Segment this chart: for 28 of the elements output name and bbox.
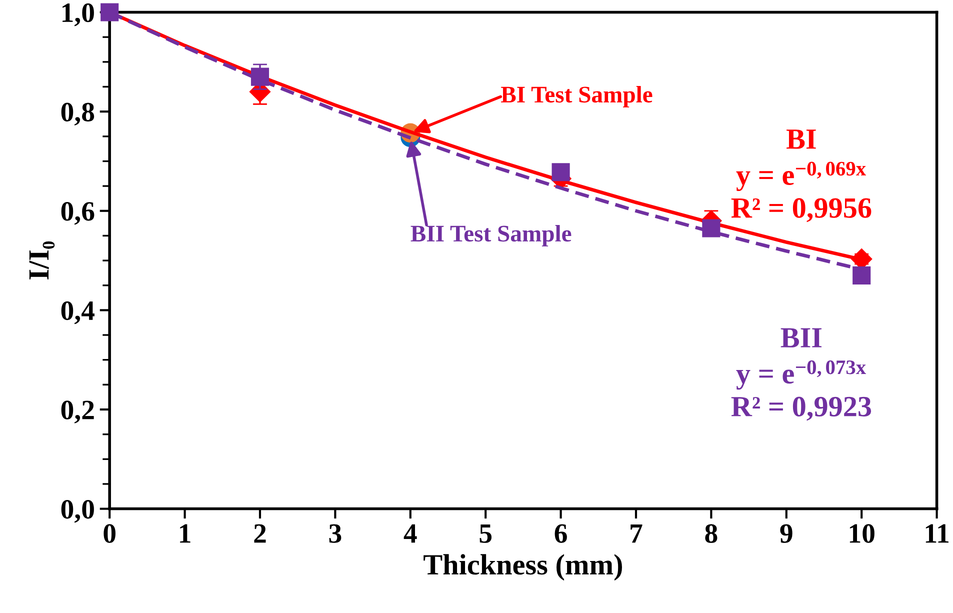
point [702,219,720,238]
x-tick-label: 5 [480,524,492,543]
point [852,266,871,284]
x-tick-label: 3 [329,524,342,543]
point [250,68,270,86]
x-tick-label: 2 [254,524,266,543]
y-tick-label: 0,0 [61,500,94,523]
annotation: BII Test Sample [410,224,572,246]
y-tick-label: 0,2 [61,400,94,424]
x-tick-label: 9 [780,524,792,543]
x-axis-title: Thickness (mm) [424,554,622,581]
annotation: BI y = e$^{−0,069x}$ R² = 0,9956 [731,130,872,222]
x-tick-label: 8 [705,524,718,543]
x-tick-label: 4 [404,524,417,543]
x-tick-label: 6 [554,524,567,543]
y-tick-label: 0,6 [61,202,94,225]
y-axis-title: I/I₀ [29,241,55,280]
y-tick-label: 0,8 [61,102,94,126]
x-tick-label: 7 [630,524,642,543]
x-tick-label: 0 [104,524,116,543]
annotation: BII y = e$^{−0,073x}$ R² = 0,9923 [731,328,872,421]
x-tick-label: 10 [850,524,874,543]
annotation: BI Test Sample [501,86,652,108]
x-tick-label: 1 [180,524,190,543]
y-tick-label: 0,4 [61,301,94,324]
y-tick-label: 1,0 [62,3,94,26]
x-tick-label: 11 [926,524,948,543]
point [552,163,570,182]
